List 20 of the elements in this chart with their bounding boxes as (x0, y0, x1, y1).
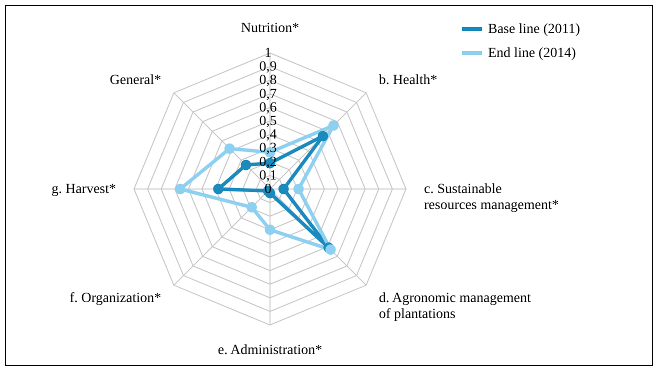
y-tick-label: 0,8 (259, 73, 277, 88)
y-tick-label: 0,3 (259, 141, 277, 156)
spoke-label: f. Organization* (70, 290, 162, 306)
spoke-label: Nutrition* (240, 21, 300, 36)
spoke-label: e. Administration* (218, 343, 322, 358)
y-tick-label: 0,4 (259, 128, 277, 143)
spoke-label: g. Harvest* (51, 182, 116, 197)
spoke-label: General* (110, 73, 162, 88)
spoke-label: d. Agronomic management of plantations (378, 290, 532, 322)
spoke-label: b. Health* (378, 73, 438, 88)
y-tick-label: 1 (264, 46, 272, 61)
legend-label: Base line (2011) (488, 22, 580, 37)
y-tick-label: 0,5 (259, 114, 277, 129)
y-tick-label: 0,7 (259, 86, 277, 102)
y-tick-label: 0,6 (259, 100, 277, 116)
y-tick-label: 0,9 (259, 60, 277, 75)
spoke-label: c. Sustainable resources management* (424, 182, 559, 213)
y-tick-label: 0,1 (259, 168, 277, 184)
legend-label: End line (2014) (488, 46, 576, 61)
y-tick-label: 0 (264, 182, 272, 197)
